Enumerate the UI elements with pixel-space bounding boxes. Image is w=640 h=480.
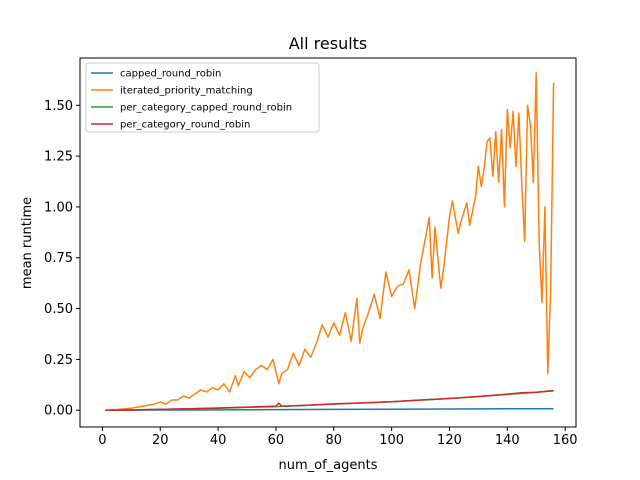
y-axis: 0.00 0.25 0.50 0.75 1.00 1.25 1.50: [44, 99, 80, 419]
x-tick-label: 60: [268, 433, 285, 448]
x-tick-label: 140: [495, 433, 520, 448]
x-tick-label: 160: [553, 433, 578, 448]
series-line-per_category_round_robin: [105, 389, 554, 411]
legend-box: [85, 62, 320, 133]
legend-label-per_category_capped_round_robin: per_category_capped_round_robin: [120, 103, 292, 114]
y-tick-label: 0.50: [44, 302, 73, 317]
series-line-capped_round_robin: [105, 408, 554, 411]
x-axis-title: num_of_agents: [279, 458, 378, 473]
x-axis: 0 20 40 60 80 100 120 140 160: [98, 427, 578, 448]
x-tick-label: 100: [379, 433, 404, 448]
y-tick-label: 0.25: [44, 353, 73, 368]
x-tick-label: 0: [98, 433, 106, 448]
y-axis-title: mean runtime: [20, 197, 35, 289]
plot-area: [105, 71, 555, 411]
x-tick-label: 80: [326, 433, 343, 448]
legend-label-capped_round_robin: capped_round_robin: [120, 69, 221, 80]
x-tick-label: 40: [210, 433, 227, 448]
legend-label-iterated_priority_matching: iterated_priority_matching: [120, 86, 253, 97]
y-tick-label: 0.75: [44, 251, 73, 266]
y-tick-label: 1.00: [44, 200, 73, 215]
legend-label-per_category_round_robin: per_category_round_robin: [120, 120, 250, 131]
y-tick-label: 1.50: [44, 99, 73, 114]
y-tick-label: 0.00: [44, 404, 73, 419]
x-tick-label: 120: [437, 433, 462, 448]
y-tick-label: 1.25: [44, 150, 73, 165]
series-line-iterated_priority_matching: [105, 71, 555, 411]
axes-frame: [79, 57, 577, 428]
legend: capped_round_robin iterated_priority_matc…: [85, 62, 320, 133]
chart-title: All results: [289, 34, 368, 53]
x-tick-label: 20: [152, 433, 169, 448]
